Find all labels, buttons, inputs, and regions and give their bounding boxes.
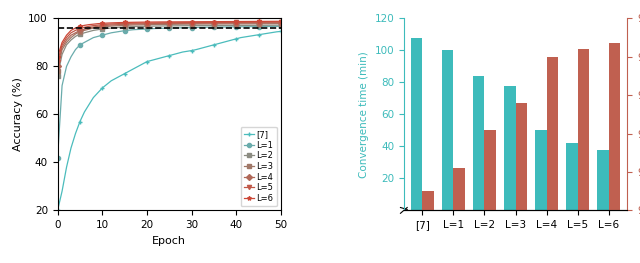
Bar [454, 168, 465, 263]
L=2 [121, 26, 129, 29]
L=1 [273, 25, 280, 28]
L=5 [54, 60, 61, 63]
Y-axis label: Accuracy (%): Accuracy (%) [13, 78, 22, 151]
[7] [121, 72, 129, 75]
L=3 [273, 22, 280, 25]
Bar [566, 143, 577, 210]
Bar [609, 43, 620, 263]
L=1 [201, 26, 209, 29]
Bar [411, 38, 422, 210]
L=6 [54, 55, 61, 58]
L=4 [277, 21, 285, 24]
Y-axis label: Convergence time (min): Convergence time (min) [359, 51, 369, 178]
L=3 [125, 24, 133, 27]
L=5 [121, 22, 129, 25]
L=3 [54, 70, 61, 73]
L=1 [121, 29, 129, 32]
[7] [214, 42, 222, 45]
[7] [125, 70, 133, 73]
L=6 [214, 20, 222, 23]
Legend: [7], L=1, L=2, L=3, L=4, L=5, L=6: [7], L=1, L=2, L=3, L=4, L=5, L=6 [241, 127, 277, 206]
L=5 [277, 21, 285, 24]
L=2 [54, 74, 61, 78]
L=2 [273, 24, 280, 27]
Bar [422, 191, 434, 263]
L=6 [273, 20, 280, 23]
L=1 [277, 25, 285, 28]
L=5 [273, 21, 280, 24]
L=1 [214, 26, 222, 29]
L=2 [277, 24, 285, 27]
[7] [54, 209, 61, 212]
[7] [273, 30, 280, 33]
L=4 [103, 24, 111, 27]
L=3 [214, 22, 222, 26]
L=5 [125, 22, 133, 25]
L=1 [103, 32, 111, 36]
[7] [201, 46, 209, 49]
L=5 [201, 21, 209, 24]
[7] [103, 83, 111, 86]
L=4 [54, 65, 61, 68]
Bar [577, 49, 589, 263]
L=4 [273, 21, 280, 24]
Bar [596, 150, 609, 210]
X-axis label: Epoch: Epoch [152, 236, 186, 246]
L=2 [125, 25, 133, 28]
Bar [473, 76, 484, 210]
Bar [515, 103, 527, 263]
L=4 [214, 22, 222, 25]
L=3 [201, 22, 209, 26]
Bar [442, 50, 454, 210]
L=3 [277, 22, 285, 25]
Line: L=3: L=3 [56, 22, 283, 73]
Line: L=5: L=5 [56, 20, 283, 64]
L=3 [121, 24, 129, 27]
Bar [504, 86, 515, 210]
L=6 [125, 21, 133, 24]
L=4 [121, 23, 129, 26]
Line: L=1: L=1 [56, 24, 283, 160]
L=1 [125, 29, 133, 32]
L=6 [201, 20, 209, 23]
Line: L=6: L=6 [56, 19, 283, 59]
L=2 [214, 24, 222, 27]
Line: [7]: [7] [56, 29, 283, 213]
L=5 [214, 21, 222, 24]
L=2 [103, 27, 111, 30]
Line: L=2: L=2 [56, 23, 283, 78]
Line: L=4: L=4 [56, 21, 283, 68]
Bar [535, 130, 547, 210]
L=2 [201, 24, 209, 27]
L=3 [103, 25, 111, 28]
Bar [547, 57, 558, 263]
L=5 [103, 23, 111, 26]
Bar [484, 130, 496, 263]
L=4 [125, 23, 133, 26]
L=1 [54, 156, 61, 159]
L=6 [103, 22, 111, 25]
[7] [277, 30, 285, 33]
L=6 [277, 20, 285, 23]
L=4 [201, 22, 209, 25]
L=6 [121, 21, 129, 24]
